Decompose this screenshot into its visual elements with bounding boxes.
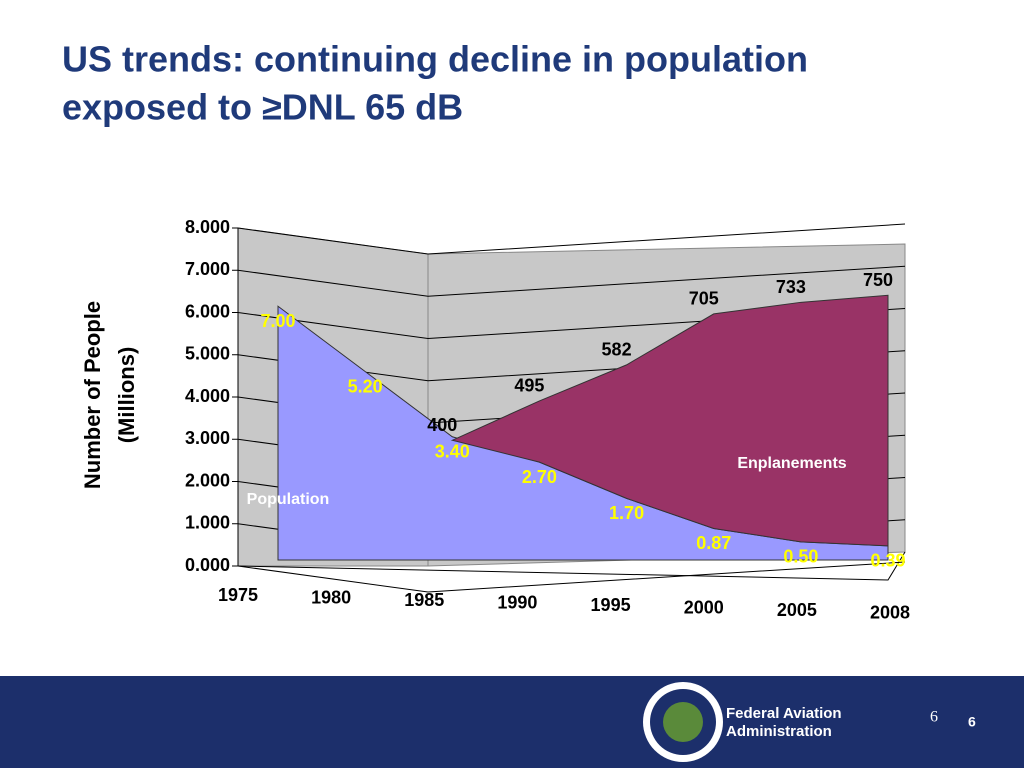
data-label: 1.70	[609, 503, 644, 523]
x-tick-label: 1975	[218, 585, 258, 605]
y-tick-label: 2.000	[185, 470, 230, 490]
y-tick-label: 5.000	[185, 344, 230, 364]
y-tick-label: 6.000	[185, 301, 230, 321]
data-label: 0.50	[783, 547, 818, 567]
x-tick-label: 2005	[777, 600, 817, 620]
page-number: 6	[968, 714, 976, 730]
data-label: 7.00	[260, 311, 295, 331]
data-label: 582	[602, 340, 632, 360]
series-label: Population	[247, 491, 330, 508]
x-tick-label: 2000	[684, 597, 724, 617]
data-label: 705	[689, 289, 719, 309]
data-label: 0.87	[696, 533, 731, 553]
y-axis-label: (Millions)	[114, 347, 139, 444]
data-label: 400	[427, 415, 457, 435]
x-tick-label: 2008	[870, 602, 910, 622]
footer-org: Federal Aviation	[726, 705, 842, 722]
footer-band	[0, 676, 1024, 768]
x-tick-label: 1990	[497, 592, 537, 612]
title-line: US trends: continuing decline in populat…	[62, 39, 808, 80]
footer-org: Administration	[726, 723, 832, 740]
x-axis	[237, 551, 906, 581]
grid-line	[237, 223, 906, 255]
grid-line	[237, 265, 906, 297]
area	[450, 294, 889, 547]
plot: 0.0001.0002.0003.0004.0005.0006.0007.000…	[185, 217, 910, 623]
y-tick-label: 7.000	[185, 259, 230, 279]
y-tick-label: 8.000	[185, 217, 230, 237]
data-label: 3.40	[435, 442, 470, 462]
y-tick-label: 4.000	[185, 386, 230, 406]
title-line: exposed to ≥DNL 65 dB	[62, 87, 463, 128]
data-label: 5.20	[348, 376, 383, 396]
data-label: 750	[863, 270, 893, 290]
grid-line	[237, 561, 906, 593]
y-tick-label: 1.000	[185, 513, 230, 533]
y-axis-label: Number of People	[80, 301, 105, 489]
x-tick-label: 1985	[404, 590, 444, 610]
x-tick-label: 1980	[311, 587, 351, 607]
data-label: 733	[776, 277, 806, 297]
data-label: 0.39	[870, 551, 905, 571]
series-label: Enplanements	[737, 455, 846, 472]
data-label: 495	[514, 376, 544, 396]
page-number: 6	[930, 709, 938, 726]
y-tick-label: 3.000	[185, 428, 230, 448]
faa-logo-globe	[663, 702, 703, 742]
y-tick-label: 0.000	[185, 555, 230, 575]
data-label: 2.70	[522, 467, 557, 487]
x-tick-label: 1995	[591, 595, 631, 615]
